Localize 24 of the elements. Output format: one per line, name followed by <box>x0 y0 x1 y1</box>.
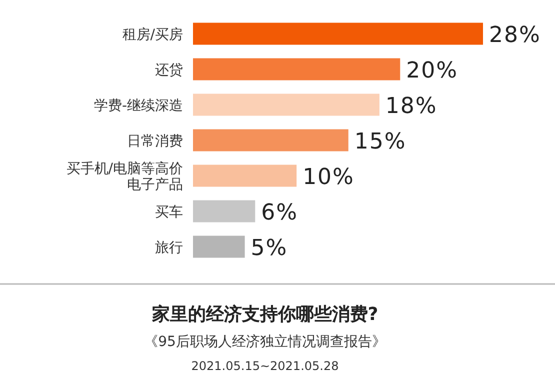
data-label: 6% <box>261 200 298 226</box>
bar <box>193 236 245 258</box>
y-tick-label: 日常消费 <box>127 133 183 150</box>
bar <box>193 58 400 80</box>
bar <box>193 164 297 187</box>
data-label: 5% <box>250 236 288 261</box>
bar <box>193 129 348 152</box>
y-tick-label: 学费-继续深造 <box>94 98 183 114</box>
bar <box>193 22 483 45</box>
data-label: 10% <box>302 164 354 190</box>
data-label: 15% <box>354 129 406 154</box>
y-tick-label: 买车 <box>155 204 183 220</box>
y-tick-label: 还贷 <box>155 62 183 78</box>
bar <box>193 200 256 222</box>
bar <box>193 94 380 116</box>
data-label: 20% <box>406 58 458 84</box>
y-tick-label: 买手机/电脑等高价电子产品 <box>66 160 183 193</box>
text: 《95后职场人经济独立情况调查报告》 <box>144 334 386 350</box>
data-label: 28% <box>489 22 541 48</box>
text: 2021.05.15~2021.05.28 <box>191 359 339 373</box>
y-tick-label: 租房/买房 <box>122 26 183 43</box>
data-label: 18% <box>385 94 438 119</box>
y-tick-label: 旅行 <box>155 240 183 256</box>
text: 家里的经济支持你哪些消费? <box>150 304 378 325</box>
